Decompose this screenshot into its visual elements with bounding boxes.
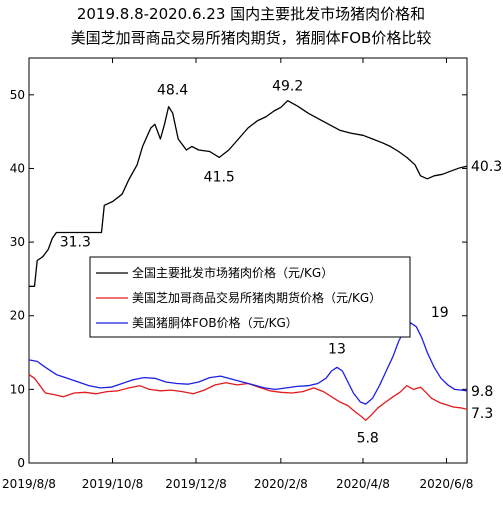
x-tick-label: 2019/12/8	[165, 477, 227, 491]
legend: 全国主要批发市场猪肉价格（元/KG） 美国芝加哥商品交易所猪肉期货价格（元/KG…	[89, 256, 411, 338]
value-annotation: 41.5	[204, 169, 235, 185]
plot-frame	[28, 57, 468, 464]
x-tick-label: 2019/8/8	[2, 477, 56, 491]
series-lines	[28, 100, 468, 421]
y-tick-label: 30	[10, 235, 25, 249]
series-line-cme-futures	[28, 374, 468, 421]
x-tick-label: 2020/2/8	[254, 477, 308, 491]
x-tick-label: 2020/4/8	[336, 477, 390, 491]
value-annotation: 9.8	[471, 384, 493, 400]
value-annotation: 13	[328, 341, 346, 357]
legend-label-national-pork: 全国主要批发市场猪肉价格（元/KG）	[132, 265, 333, 280]
value-annotation: 19	[431, 305, 449, 321]
legend-box	[89, 256, 411, 338]
chart-title-line-1: 2019.8.8-2020.6.23 国内主要批发市场猪肉价格和	[77, 5, 425, 23]
value-annotation: 49.2	[272, 79, 303, 95]
y-tick-label: 0	[17, 456, 25, 470]
series-line-carcass-fob	[28, 322, 468, 405]
value-annotation: 40.3	[471, 159, 502, 175]
x-tick-label: 2019/10/8	[82, 477, 144, 491]
y-tick-label: 10	[10, 382, 25, 396]
annotations: 48.4 49.2 41.5 31.3 40.3 13 19 5.8 9.8 7.3	[60, 79, 502, 447]
legend-label-carcass-fob: 美国猪胴体FOB价格（元/KG）	[132, 315, 298, 330]
y-tick-label: 20	[10, 309, 25, 323]
value-annotation: 48.4	[157, 83, 188, 99]
y-tick-label: 40	[10, 161, 25, 175]
series-line-national-pork	[29, 100, 468, 287]
value-annotation: 7.3	[471, 406, 493, 422]
y-tick-label: 50	[10, 88, 25, 102]
y-axis: 0 10 20 30 40 50	[10, 88, 467, 470]
x-axis: 2019/8/8 2019/10/8 2019/12/8 2020/2/8 2020/4…	[2, 58, 473, 491]
legend-label-cme-futures: 美国芝加哥商品交易所猪肉期货价格（元/KG）	[132, 290, 381, 305]
x-tick-label: 2020/6/8	[420, 477, 474, 491]
chart-title-line-2: 美国芝加哥商品交易所猪肉期货，猪胴体FOB价格比较	[71, 29, 432, 47]
value-annotation: 5.8	[357, 430, 379, 446]
value-annotation: 31.3	[60, 235, 91, 251]
